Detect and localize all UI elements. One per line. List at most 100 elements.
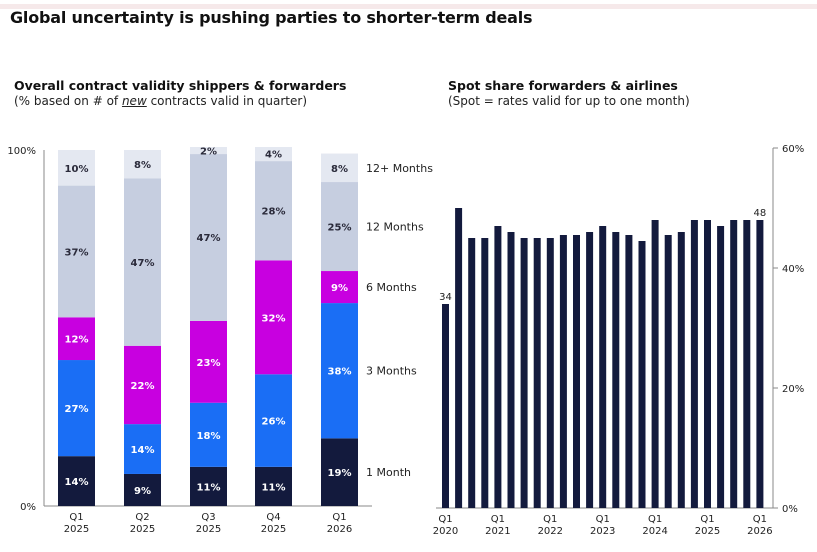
left-chart-note: (% based on # of new contracts valid in … [14,94,307,108]
stacked-bar-segment [190,402,227,467]
left-x-tick-label: Q3 [201,512,215,523]
stacked-bar-segment [58,150,95,186]
right-x-tick-label: Q1 [648,514,662,525]
right-chart-title: Spot share forwarders & airlines [448,78,678,93]
right-x-tick-label: Q1 [543,514,557,525]
segment-value-label: 14% [131,445,155,456]
right-x-tick-label: 2023 [590,526,615,537]
legend-item: 12 Months [366,221,424,234]
stacked-bar-segment [124,178,161,346]
spot-share-bar [651,220,659,508]
segment-value-label: 47% [197,233,221,244]
stacked-bar-segment [255,466,292,506]
spot-share-bar [730,220,738,508]
spot-share-bar [455,208,463,508]
stacked-bar-segment [321,438,358,506]
segment-value-label: 28% [262,207,286,218]
stacked-bar-segment [58,360,95,457]
segment-value-label: 38% [328,367,352,378]
stacked-bar-segment [124,424,161,474]
right-y-tick-label: 60% [782,144,804,155]
segment-value-label: 25% [328,223,352,234]
stacked-bar-segment [58,185,95,318]
right-x-tick-label: 2022 [538,526,563,537]
legend-item: 12+ Months [366,162,433,175]
left-x-tick-label: 2025 [64,524,89,535]
left-x-tick-label: 2025 [196,524,221,535]
legend-item: 3 Months [366,365,417,378]
stacked-bar-segment [255,147,292,162]
stacked-bar-segment [58,317,95,361]
segment-value-label: 19% [328,468,352,479]
segment-value-label: 14% [65,477,89,488]
stacked-bar-segment [190,466,227,506]
segment-value-label: 23% [197,358,221,369]
spot-share-bar [690,220,698,508]
spot-share-bar [520,238,528,508]
segment-value-label: 32% [262,313,286,324]
spot-share-bar [756,220,764,508]
stacked-bar-segment [190,147,227,155]
right-x-tick-label: 2020 [433,526,458,537]
legend-item: 6 Months [366,281,417,294]
spot-share-bar [494,226,502,508]
left-x-tick-label: 2025 [130,524,155,535]
spot-share-bar [546,238,554,508]
spot-share-bar [677,232,685,508]
right-x-tick-label: 2021 [485,526,510,537]
left-x-tick-label: Q1 [69,512,83,523]
spot-share-bar [664,235,672,508]
right-x-tick-label: Q1 [438,514,452,525]
right-y-tick-label: 40% [782,264,804,275]
left-y-tick-label: 0% [20,502,36,513]
right-x-tick-label: Q1 [700,514,714,525]
spot-share-bar [625,235,633,508]
legend-item: 1 Month [366,466,411,479]
right-x-tick-label: 2024 [642,526,667,537]
right-x-tick-label: 2026 [747,526,772,537]
spot-share-bar [559,235,567,508]
spot-share-bar [638,241,646,508]
spot-share-bar [573,235,580,508]
spot-share-bar [612,232,620,508]
spot-share-bar [442,304,449,508]
right-x-tick-label: Q1 [753,514,767,525]
right-y-tick-label: 20% [782,384,804,395]
stacked-bar-segment [124,345,161,425]
spot-share-bar [599,226,607,508]
right-x-tick-label: 2025 [695,526,720,537]
stacked-bar-segment [321,153,358,183]
left-x-tick-label: 2025 [261,524,286,535]
right-chart-note: (Spot = rates valid for up to one month) [448,94,690,108]
segment-value-label: 2% [200,146,217,157]
segment-value-label: 4% [265,150,282,161]
spot-share-bar [481,238,489,508]
segment-value-label: 22% [131,381,155,392]
stacked-bar-segment [190,153,227,321]
bar-data-label: 48 [754,208,767,219]
spot-share-bar [507,232,515,508]
left-chart-title: Overall contract validity shippers & for… [14,78,347,93]
stacked-bar-segment [255,374,292,467]
segment-value-label: 26% [262,417,286,428]
segment-value-label: 11% [262,482,286,493]
stacked-bar-segment [190,320,227,403]
segment-value-label: 27% [65,404,89,415]
spot-share-bar [533,238,541,508]
page-title: Global uncertainty is pushing parties to… [10,8,533,27]
right-y-tick-label: 0% [782,504,798,515]
right-x-tick-label: Q1 [596,514,610,525]
stacked-bar-segment [124,473,161,506]
stacked-bar-segment [58,456,95,506]
segment-value-label: 9% [134,486,151,497]
left-x-tick-label: 2026 [327,524,352,535]
left-x-tick-label: Q4 [266,512,280,523]
right-x-tick-label: Q1 [491,514,505,525]
stacked-bar-segment [124,150,161,179]
stacked-bar-segment [255,260,292,375]
segment-value-label: 47% [131,258,155,269]
segment-value-label: 11% [197,482,221,493]
bar-data-label: 34 [439,292,452,303]
segment-value-label: 8% [134,160,151,171]
